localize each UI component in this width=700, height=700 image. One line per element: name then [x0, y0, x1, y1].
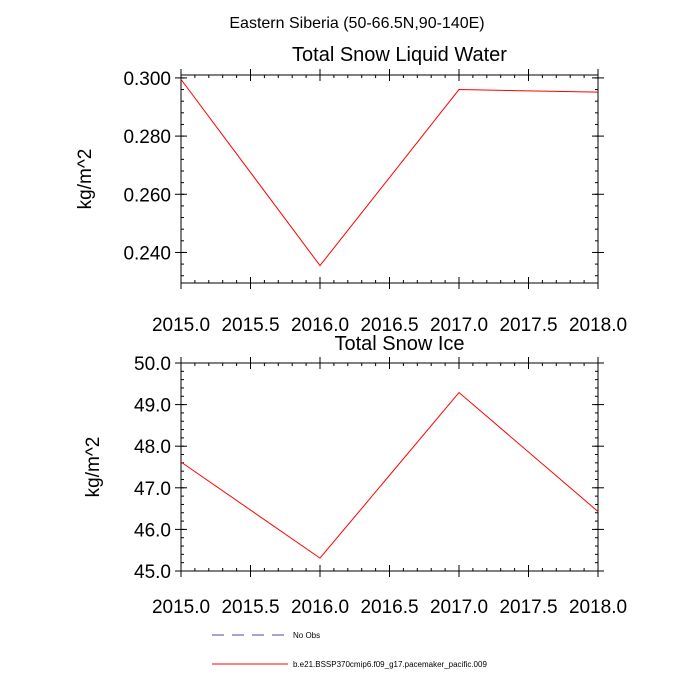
- series-line-snow-ice: [181, 393, 598, 559]
- x-tick-label: 2016.5: [360, 597, 418, 618]
- y-tick-label: 45.0: [134, 562, 171, 583]
- x-tick-label: 2017.0: [430, 597, 488, 618]
- chart-title-snow-ice: Total Snow Ice: [334, 333, 464, 355]
- y-axis-label-snow-ice: kg/m^2: [83, 437, 104, 498]
- y-tick-label: 49.0: [134, 396, 171, 417]
- x-tick-label: 2017.5: [499, 315, 557, 336]
- chart-panel-snow-ice: Total Snow Ice 2015.0 2015.5 2016.0 2016.5 20…: [83, 333, 627, 618]
- y-tick-label: 0.300: [123, 69, 171, 90]
- legend-label-model-run: b.e21.BSSP370cmip6.f09_g17.pacemaker_pac…: [293, 660, 487, 669]
- series-line-liquid-water: [181, 79, 598, 265]
- x-tick-label: 2015.0: [152, 597, 210, 618]
- legend-label-no-obs: No Obs: [293, 631, 320, 640]
- legend: No Obs b.e21.BSSP370cmip6.f09_g17.pacema…: [212, 631, 487, 669]
- y-tick-label: 46.0: [134, 520, 171, 541]
- x-tick-label: 2015.0: [152, 315, 210, 336]
- chart-title-liquid-water: Total Snow Liquid Water: [292, 44, 507, 66]
- x-tick-label: 2015.5: [221, 597, 279, 618]
- plot-frame-liquid-water: [181, 75, 598, 283]
- x-tick-label: 2017.5: [499, 597, 557, 618]
- x-tick-label: 2018.0: [569, 597, 627, 618]
- y-tick-label: 48.0: [134, 437, 171, 458]
- x-tick-label: 2016.0: [291, 597, 349, 618]
- y-tick-label: 0.280: [123, 127, 171, 148]
- x-tick-label: 2018.0: [569, 315, 627, 336]
- x-tick-label: 2015.5: [221, 315, 279, 336]
- plot-frame-snow-ice: [181, 363, 598, 571]
- y-axis-label-liquid-water: kg/m^2: [75, 149, 96, 210]
- y-tick-label: 0.260: [123, 185, 171, 206]
- y-tick-label: 50.0: [134, 354, 171, 375]
- y-tick-label: 47.0: [134, 479, 171, 500]
- page-title: Eastern Siberia (50-66.5N,90-140E): [229, 15, 484, 32]
- y-tick-label: 0.240: [123, 243, 171, 264]
